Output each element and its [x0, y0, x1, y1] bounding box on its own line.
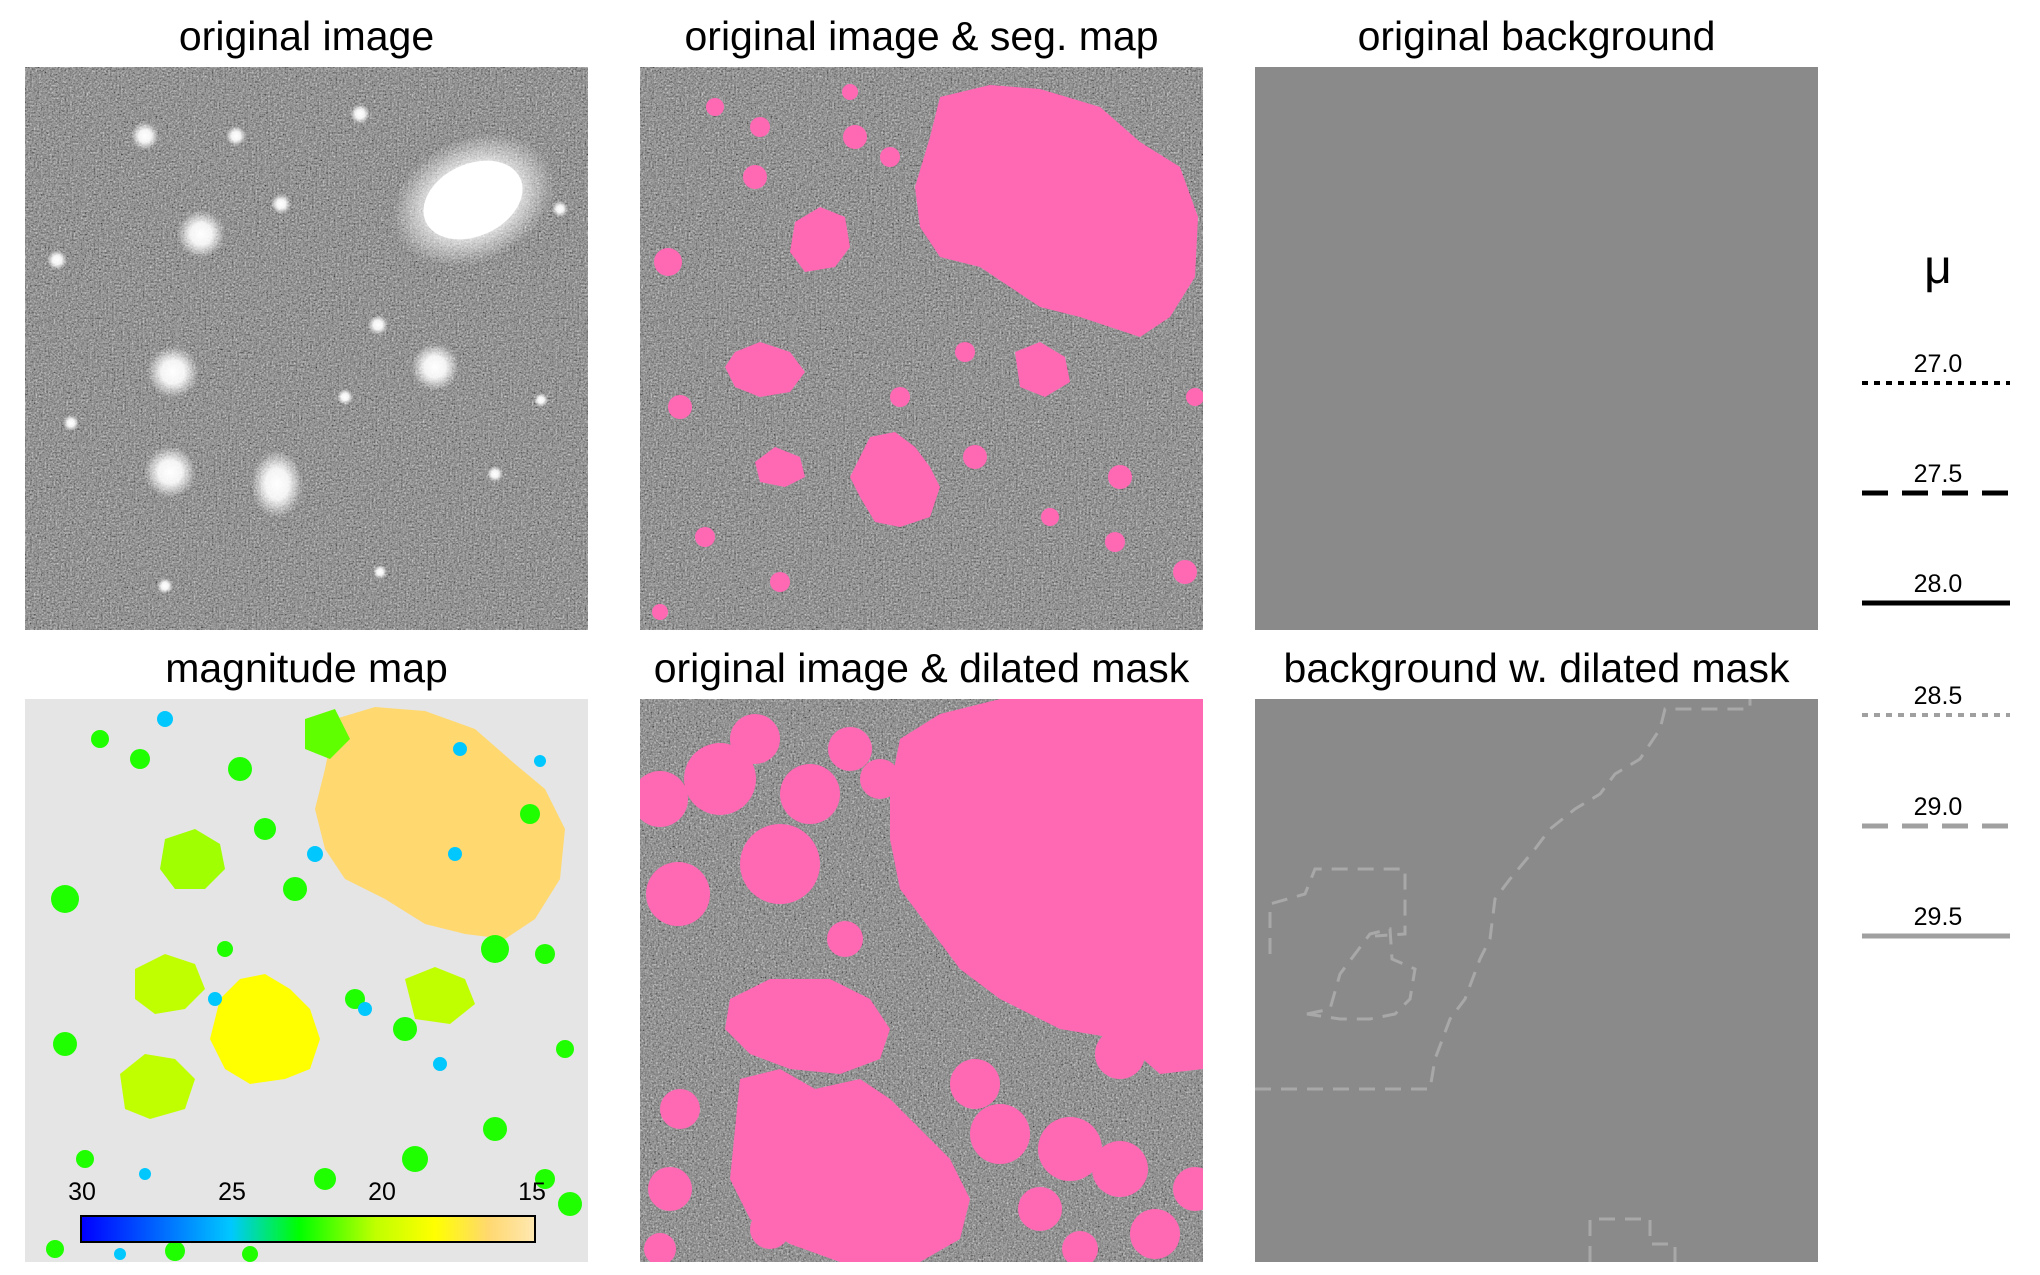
legend-line-28-5 — [1862, 713, 2010, 717]
magnitude-map-panel — [25, 699, 588, 1262]
legend-line-27-0 — [1862, 381, 2010, 385]
legend-title-mu: μ — [1924, 241, 1952, 294]
legend-line-27-5 — [1862, 490, 2010, 496]
title-magnitude-map: magnitude map — [165, 645, 448, 691]
colorbar — [80, 1215, 536, 1243]
magnitude-blobs — [46, 707, 582, 1262]
title-original-background: original background — [1357, 13, 1716, 59]
colorbar-tick-20: 20 — [368, 1178, 396, 1206]
legend-label-28-5: 28.5 — [1913, 682, 1963, 710]
dilated-mask-panel — [640, 699, 1203, 1262]
legend-label-29-0: 29.0 — [1913, 793, 1963, 821]
legend-label-27-5: 27.5 — [1913, 460, 1963, 488]
galaxies — [47, 104, 568, 594]
dilated-mask-blobs — [640, 699, 1203, 1262]
original-background-panel — [1255, 67, 1818, 630]
legend-label-29-5: 29.5 — [1913, 903, 1963, 931]
segmentation-blobs — [652, 84, 1203, 620]
legend-line-28-0 — [1862, 600, 2010, 606]
background-contours — [1255, 699, 1752, 1262]
seg-map-panel — [640, 67, 1203, 630]
background-dilated-panel — [1255, 699, 1818, 1262]
title-seg-map: original image & seg. map — [684, 13, 1159, 59]
title-dilated-mask: original image & dilated mask — [653, 645, 1190, 691]
legend-label-28-0: 28.0 — [1913, 570, 1963, 598]
legend-line-29-5 — [1862, 933, 2010, 939]
colorbar-tick-15: 15 — [518, 1178, 546, 1206]
legend-label-27-0: 27.0 — [1913, 350, 1963, 378]
colorbar-tick-30: 30 — [68, 1178, 96, 1206]
title-background-dilated: background w. dilated mask — [1283, 645, 1790, 691]
legend-line-29-0 — [1862, 823, 2010, 829]
original-image-panel — [25, 67, 588, 630]
colorbar-tick-25: 25 — [218, 1178, 246, 1206]
title-original-image: original image — [178, 13, 435, 59]
